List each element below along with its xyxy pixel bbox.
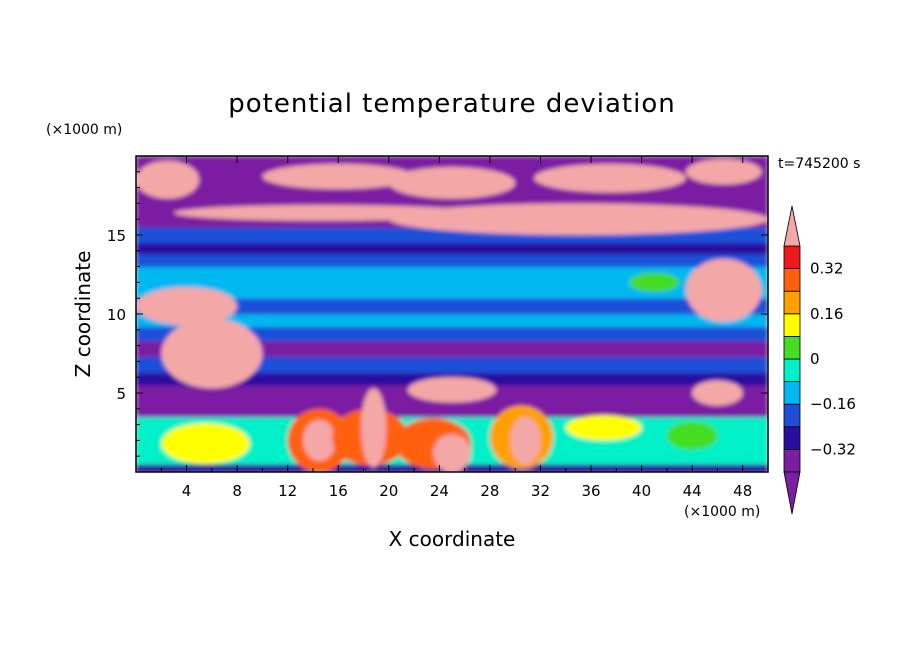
colorbar-box [783,245,801,270]
x-tick-label: 44 [683,482,702,500]
x-tick-label: 12 [278,482,297,500]
field-patch [262,163,415,190]
field-patch [433,434,471,472]
field-patch [565,415,642,441]
colorbar-box [783,268,801,292]
colorbar-box [783,335,801,360]
colorbar-box [783,358,801,383]
field-patch [161,318,263,389]
field-patch [685,159,762,185]
colorbar-tick-label: 0.16 [810,305,843,323]
chart-title: potential temperature deviation [228,89,675,119]
field-patch [302,419,336,461]
field-patch [510,416,541,465]
y-axis-label: Z coordinate [71,251,95,378]
contour-field [136,156,768,472]
colorbar-box [783,403,801,428]
field-patch [360,388,387,468]
x-tick-label: 36 [581,482,600,500]
colorbar: 0.32 0.16 0 −0.16 −0.32 [783,205,856,515]
x-tick-label: 20 [379,482,398,500]
y-tick-label: 15 [107,227,126,245]
field-band [136,242,768,255]
field-patch [161,423,250,465]
time-label: t=745200 s [778,156,860,172]
colorbar-tick-label: −0.32 [810,440,856,458]
colorbar-box [783,313,801,337]
y-tick-label: 10 [107,306,126,324]
field-band [136,253,768,268]
field-patch [388,203,768,235]
x-unit-label: (×1000 m) [684,504,760,520]
field-patch [136,160,200,199]
field-band [136,356,768,373]
y-axis-ticks: 5 10 15 [107,171,768,457]
colorbar-extend-top [783,205,801,247]
x-tick-label: 40 [632,482,651,500]
colorbar-box [783,381,801,405]
field-band [136,314,768,328]
colorbar-box [783,426,801,450]
field-patch [136,287,238,326]
field-patch [173,204,478,221]
x-tick-label: 8 [232,482,242,500]
field-band [136,340,768,358]
field-patch [388,167,516,199]
x-tick-label: 4 [182,482,192,500]
field-patch [685,258,762,322]
x-axis-ticks: 4 8 12 16 20 24 28 32 36 40 44 48 [160,156,752,500]
x-axis-label: X coordinate [389,527,516,551]
field-patch [692,380,743,406]
colorbar-tick-label: 0.32 [810,260,843,278]
colorbar-extend-bottom [783,471,801,515]
field-band [136,298,768,315]
x-tick-label: 28 [480,482,499,500]
x-tick-label: 16 [329,482,348,500]
x-tick-label: 48 [733,482,752,500]
colorbar-tick-label: −0.16 [810,395,856,413]
colorbar-tick-label: 0 [810,350,820,368]
field-patch [628,272,680,292]
y-tick-label: 5 [116,385,126,403]
x-tick-label: 24 [430,482,449,500]
field-patch [407,377,497,403]
colorbar-box [783,290,801,315]
field-patch [534,163,686,193]
field-patch [666,421,718,450]
y-unit-label: (×1000 m) [46,122,122,138]
field-band [136,326,768,342]
x-tick-label: 32 [531,482,550,500]
colorbar-box [783,448,801,473]
